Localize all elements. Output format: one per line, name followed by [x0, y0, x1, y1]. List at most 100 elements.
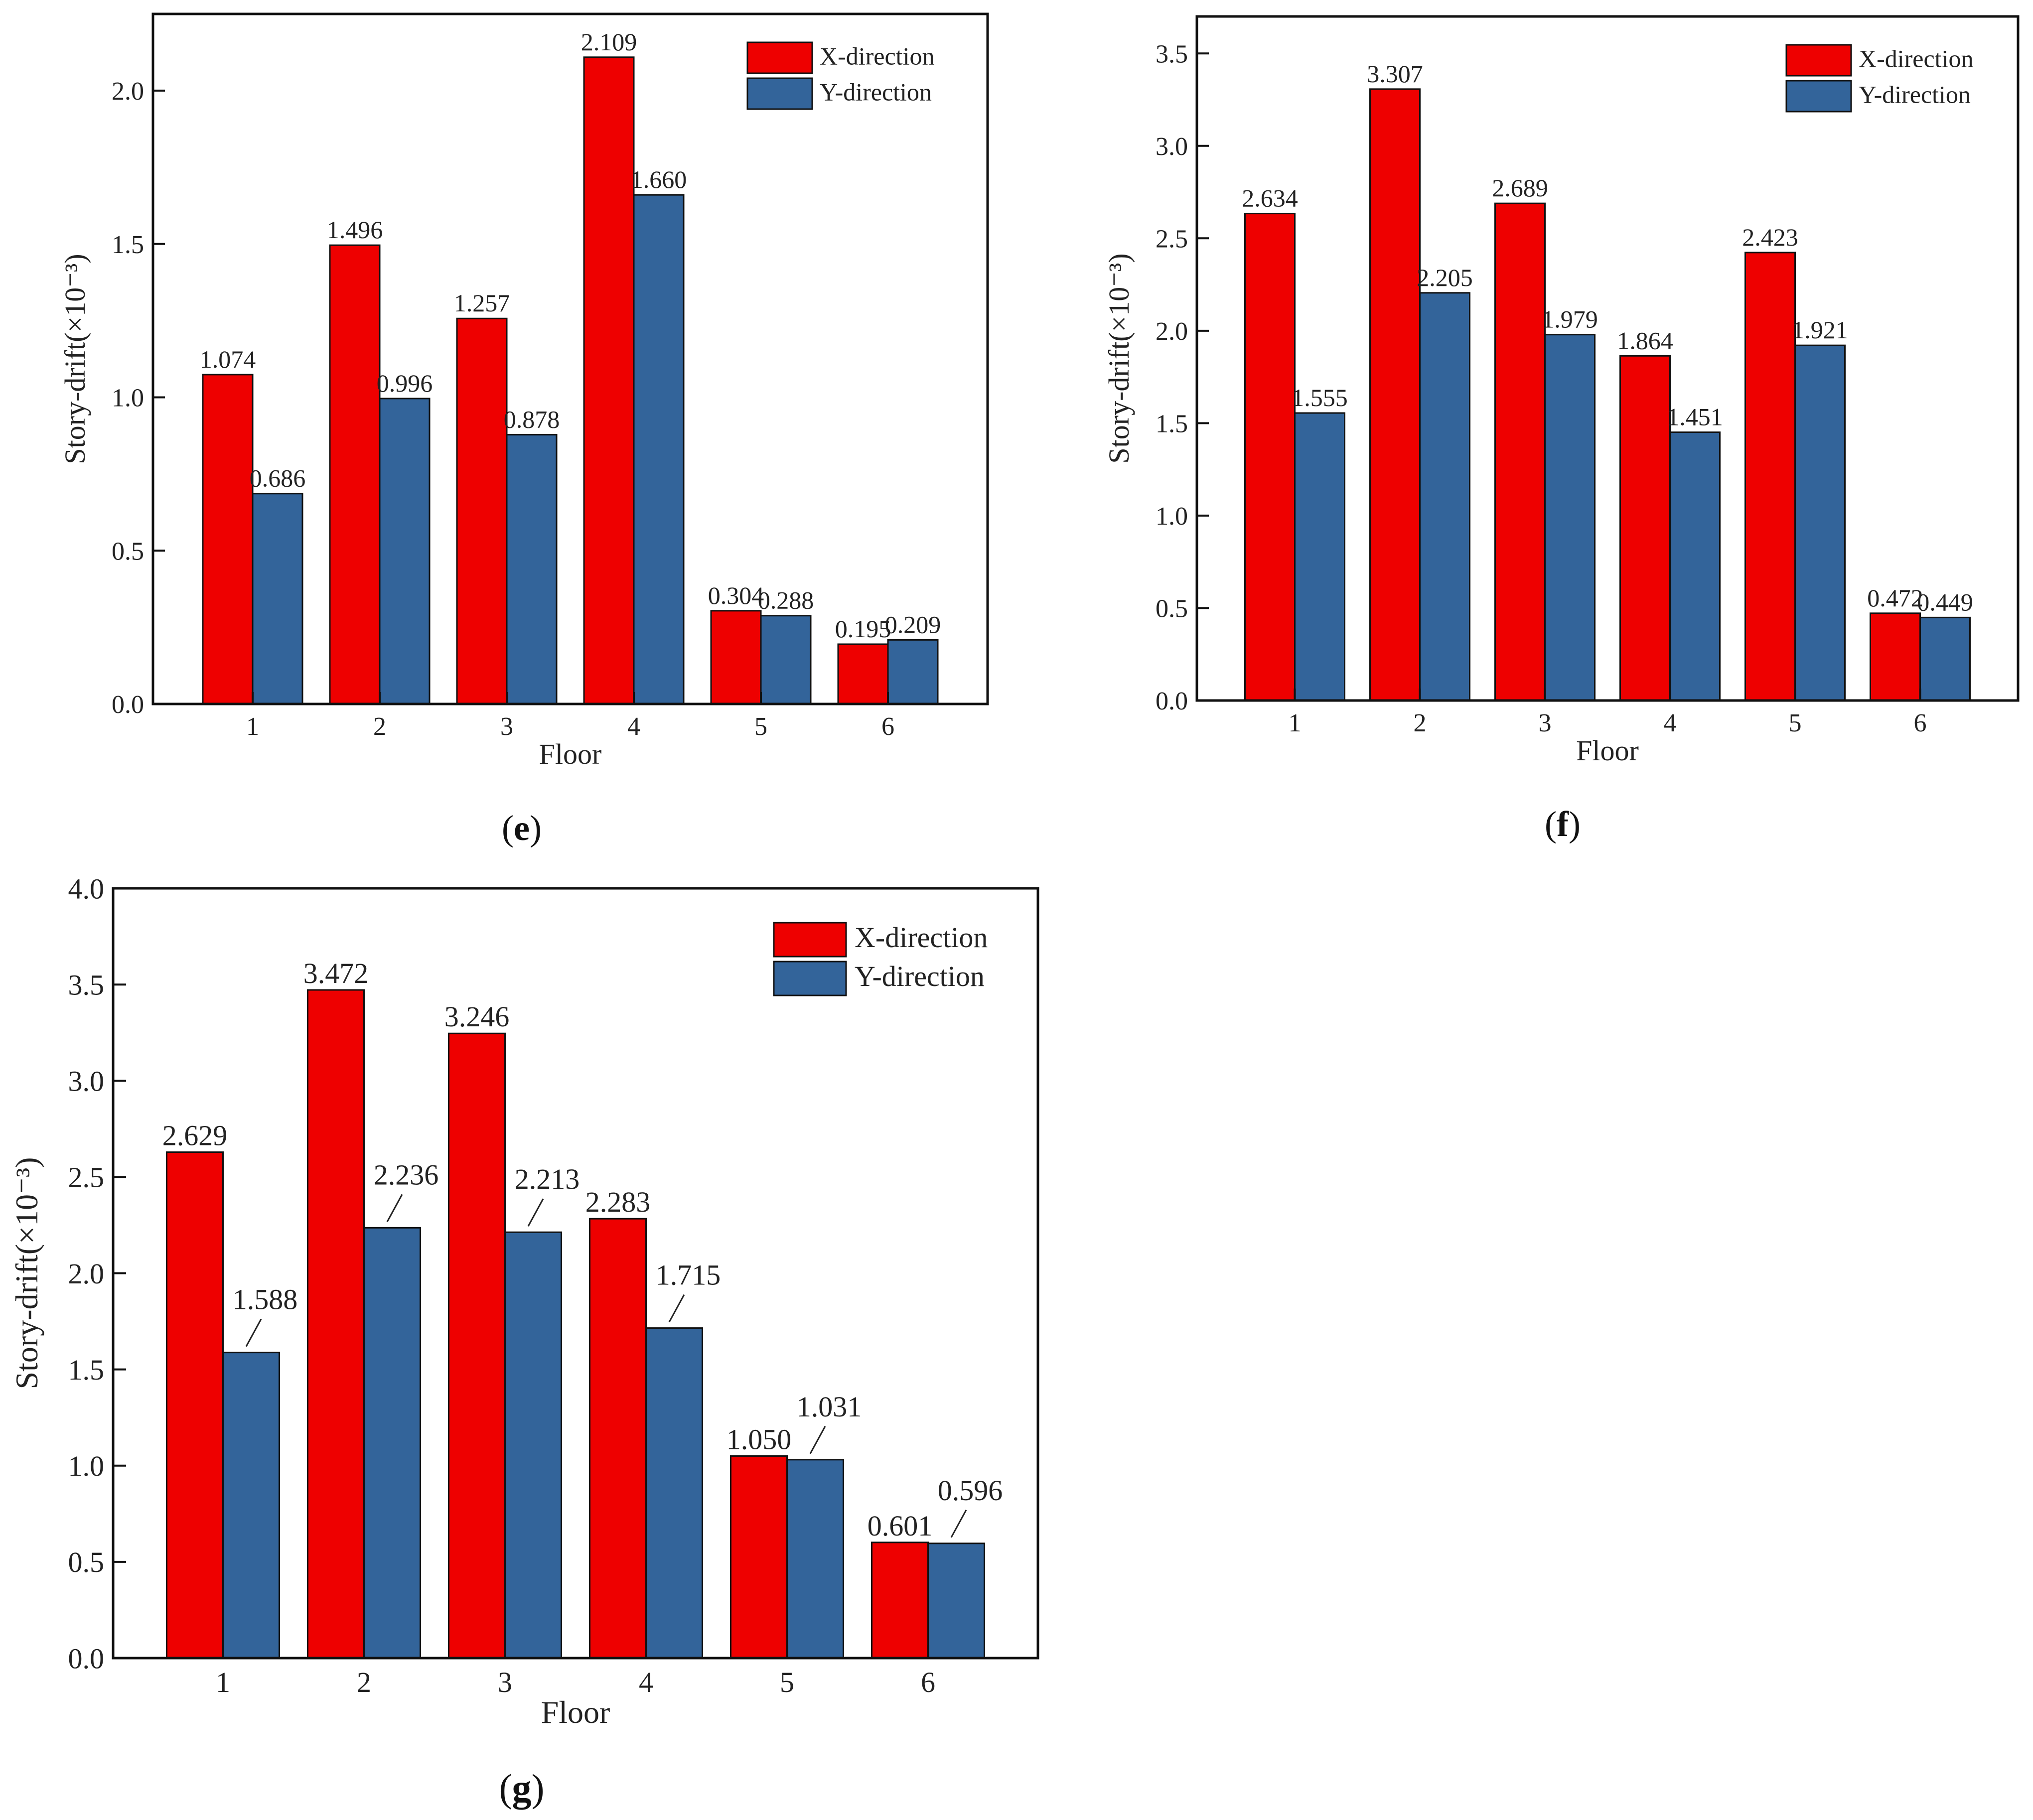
- x-tick-label: 2: [357, 1666, 371, 1698]
- y-tick-label: 3.5: [1156, 40, 1188, 68]
- leader-line: [245, 1318, 262, 1347]
- bar-x-direction-floor-2: [307, 989, 365, 1659]
- bar-y-direction-floor-6: [927, 1542, 985, 1659]
- data-label: 3.472: [303, 957, 369, 989]
- data-label: 1.660: [631, 165, 687, 193]
- data-label: 0.288: [758, 586, 814, 614]
- bar-x-direction-floor-3: [456, 317, 508, 705]
- data-label: 1.257: [454, 289, 510, 317]
- data-label: 1.074: [200, 345, 256, 373]
- data-label: 0.449: [1917, 588, 1973, 616]
- legend-label-x-direction: X-direction: [1859, 45, 1973, 73]
- x-tick-label: 4: [627, 712, 640, 741]
- y-axis-title: Story-drift(×10⁻³): [9, 1157, 44, 1390]
- y-tick-label: 1.5: [1156, 410, 1188, 438]
- bar-y-direction-floor-4: [645, 1327, 703, 1659]
- bar-x-direction-floor-4: [589, 1218, 647, 1659]
- x-tick-label: 4: [1664, 709, 1677, 737]
- x-tick-label: 3: [500, 712, 513, 741]
- data-label: 0.878: [504, 406, 560, 433]
- data-label: 0.996: [377, 369, 433, 397]
- y-tick-label: 0.5: [68, 1546, 105, 1578]
- leader-line: [527, 1198, 544, 1227]
- leader-line: [950, 1510, 967, 1538]
- x-axis-title: Floor: [541, 1694, 610, 1730]
- y-tick-label: 2.0: [112, 77, 144, 106]
- legend-swatch-y-direction: [746, 77, 813, 110]
- y-tick-label: 3.0: [68, 1065, 105, 1098]
- bar-x-direction-floor-5: [730, 1455, 788, 1659]
- data-label: 0.209: [885, 610, 941, 638]
- bar-x-direction-floor-1: [166, 1151, 224, 1659]
- x-axis-title: Floor: [1576, 734, 1639, 767]
- bar-y-direction-floor-3: [504, 1231, 562, 1659]
- x-axis-title: Floor: [539, 738, 602, 770]
- y-tick-label: 1.0: [1156, 502, 1188, 531]
- y-axis-title: Story-drift(×10⁻³): [1103, 253, 1135, 463]
- data-label: 2.283: [585, 1186, 651, 1218]
- data-label: 1.588: [233, 1283, 298, 1316]
- legend-swatch-x-direction: [773, 922, 847, 958]
- y-tick-label: 0.0: [112, 691, 144, 719]
- x-tick-label: 2: [1414, 709, 1427, 737]
- bar-y-direction-floor-5: [786, 1459, 844, 1659]
- leader-line: [809, 1426, 826, 1454]
- data-label: 1.496: [327, 216, 383, 244]
- x-tick-label: 5: [754, 712, 767, 741]
- bar-y-direction-floor-1: [1294, 412, 1345, 701]
- bar-y-direction-floor-2: [363, 1227, 421, 1659]
- y-tick-label: 0.0: [1156, 687, 1188, 715]
- bar-x-direction-floor-2: [329, 244, 381, 705]
- x-tick-label: 6: [1914, 709, 1927, 737]
- data-label: 0.596: [938, 1474, 1003, 1507]
- data-label: 2.213: [515, 1163, 580, 1195]
- bar-x-direction-floor-1: [1244, 213, 1296, 701]
- leader-line: [668, 1294, 685, 1323]
- y-axis-title: Story-drift(×10⁻³): [59, 254, 91, 464]
- y-tick-label: 0.5: [112, 537, 144, 565]
- bar-y-direction-floor-5: [1794, 344, 1846, 701]
- x-tick-label: 5: [780, 1666, 794, 1698]
- panel-caption: (e): [502, 808, 542, 848]
- data-label: 2.689: [1492, 174, 1548, 202]
- data-label: 0.304: [708, 581, 764, 609]
- y-tick-label: 2.5: [1156, 225, 1188, 253]
- data-label: 2.634: [1242, 184, 1298, 212]
- y-tick-label: 2.5: [68, 1161, 105, 1194]
- bar-y-direction-floor-5: [760, 615, 812, 705]
- legend-swatch-x-direction: [1785, 44, 1852, 77]
- legend-swatch-x-direction: [746, 41, 813, 74]
- x-tick-label: 2: [373, 712, 386, 741]
- y-tick-label: 2.0: [68, 1258, 105, 1290]
- y-tick-label: 1.5: [112, 231, 144, 259]
- bar-y-direction-floor-1: [222, 1352, 280, 1659]
- data-label: 1.050: [726, 1423, 792, 1455]
- bar-x-direction-floor-1: [202, 374, 254, 705]
- data-label: 3.246: [444, 1000, 510, 1033]
- data-label: 1.451: [1667, 403, 1723, 431]
- data-label: 1.555: [1292, 384, 1348, 412]
- plot-frame: [1195, 15, 2020, 702]
- bar-x-direction-floor-5: [710, 610, 762, 705]
- bar-y-direction-floor-1: [252, 493, 303, 705]
- x-tick-label: 1: [1289, 709, 1302, 737]
- data-label: 2.629: [162, 1120, 228, 1152]
- bar-x-direction-floor-5: [1744, 252, 1796, 701]
- y-tick-label: 1.0: [112, 384, 144, 413]
- data-label: 1.921: [1792, 316, 1848, 344]
- bar-x-direction-floor-3: [1494, 202, 1546, 701]
- bar-x-direction-floor-3: [448, 1032, 506, 1659]
- data-label: 1.031: [797, 1391, 862, 1423]
- bar-y-direction-floor-3: [506, 434, 558, 705]
- x-tick-label: 5: [1789, 709, 1802, 737]
- bar-x-direction-floor-2: [1369, 88, 1421, 701]
- data-label: 2.423: [1742, 223, 1798, 251]
- data-label: 2.205: [1417, 264, 1473, 291]
- panel-caption: (g): [499, 1766, 545, 1810]
- legend-swatch-y-direction: [773, 961, 847, 996]
- y-tick-label: 3.0: [1156, 133, 1188, 161]
- data-label: 1.979: [1542, 305, 1598, 333]
- bar-y-direction-floor-4: [1669, 431, 1721, 701]
- data-label: 1.864: [1617, 326, 1673, 354]
- y-tick-label: 0.0: [68, 1642, 105, 1675]
